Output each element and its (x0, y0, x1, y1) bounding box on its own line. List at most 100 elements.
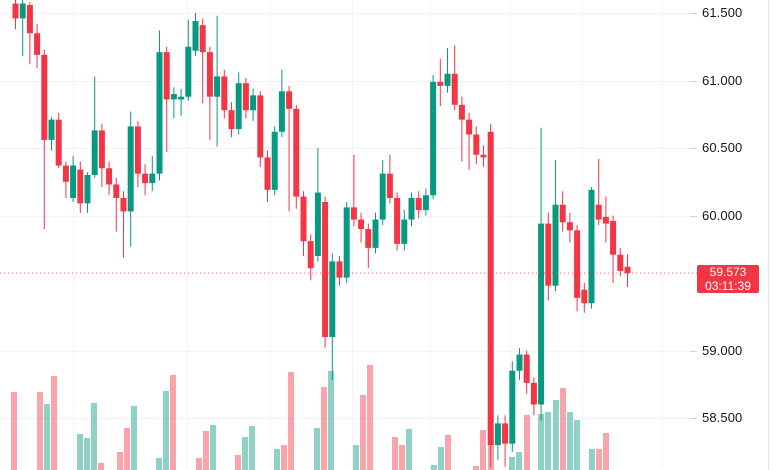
candle (293, 104, 300, 209)
candle-body (444, 73, 451, 86)
candle (156, 30, 163, 181)
volume-bar (360, 395, 366, 470)
candle (444, 48, 451, 93)
candle (178, 88, 185, 116)
candles-layer (12, 0, 631, 468)
candle (221, 69, 228, 119)
price-axis-label: 59.000 (702, 342, 743, 358)
candle (41, 49, 48, 230)
candle-body (214, 76, 221, 97)
candle-wick (180, 88, 182, 116)
candle (394, 192, 401, 251)
candle-body (552, 204, 559, 286)
volume-bar (596, 449, 602, 470)
price-axis[interactable]: 61.500 61.000 60.500 60.000 59.000 58.500 (697, 0, 769, 470)
volume-bar (203, 431, 209, 470)
candle-body (300, 196, 307, 242)
candle-body (624, 266, 631, 274)
candle (516, 347, 523, 381)
candle-body (250, 95, 257, 111)
candle (300, 191, 307, 256)
volume-bar (553, 400, 559, 470)
candle-body (422, 195, 429, 211)
candle-body (178, 96, 185, 100)
candle (26, 2, 33, 65)
current-price-label: 59.573 03:11:39 (697, 265, 759, 294)
candle-body (120, 197, 127, 212)
price-axis-label: 61.000 (702, 72, 743, 88)
candle (142, 164, 149, 196)
candle-body (386, 173, 393, 198)
candle-body (538, 223, 545, 405)
candle (422, 188, 429, 216)
candle (545, 212, 552, 301)
candle (48, 116, 55, 151)
volume-bar (84, 438, 90, 470)
candle (120, 191, 127, 258)
candle-body (206, 52, 213, 97)
volume-bar (473, 466, 479, 470)
candle-body (473, 134, 480, 155)
candle-wick (115, 177, 117, 232)
candle-body (329, 261, 336, 337)
candle-body (127, 126, 134, 212)
candle-body (26, 4, 33, 34)
candle (365, 223, 372, 269)
volume-bar (445, 435, 451, 470)
volume-bar (367, 365, 373, 470)
candle (480, 145, 487, 167)
volume-bar (321, 387, 327, 470)
volume-bar (399, 445, 405, 470)
candle-body (595, 204, 602, 220)
candle-body (365, 229, 372, 248)
candle-body (55, 119, 62, 166)
candle (336, 256, 343, 286)
candle (588, 187, 595, 309)
candle-body (545, 223, 552, 286)
price-axis-label: 60.000 (702, 207, 743, 223)
candle-wick (468, 112, 470, 170)
candle-body (48, 119, 55, 140)
candle-body (379, 173, 386, 220)
candle (185, 19, 192, 101)
candle-wick (22, 0, 24, 57)
candle-body (480, 154, 487, 158)
candle (192, 13, 199, 57)
volume-bar (353, 445, 359, 470)
candle (84, 172, 91, 213)
candle (343, 202, 350, 283)
candle-body (221, 76, 228, 111)
volume-bar (589, 449, 595, 470)
candle-body (559, 204, 566, 223)
candle (566, 212, 573, 243)
candle (55, 112, 62, 169)
candle-body (286, 91, 293, 109)
candle (307, 234, 314, 281)
candle-body (523, 354, 530, 383)
candle-body (19, 3, 26, 19)
volume-bar (249, 426, 255, 470)
candle (574, 224, 581, 312)
candle (509, 361, 516, 452)
candle-body (502, 423, 509, 444)
candle (624, 254, 631, 288)
volume-bar (524, 415, 530, 470)
candle (458, 96, 465, 162)
candle (127, 111, 134, 247)
volume-bar (560, 388, 566, 470)
candle (617, 247, 624, 277)
candle-body (199, 25, 206, 53)
volume-bar (328, 371, 334, 470)
volume-bar (538, 414, 544, 470)
candle-body (581, 289, 588, 304)
candle (250, 88, 257, 121)
candle (149, 156, 156, 192)
candle (329, 253, 336, 381)
volume-bar (545, 412, 551, 470)
candle (430, 75, 437, 200)
candle-body (394, 197, 401, 244)
candle (595, 158, 602, 225)
candle-body (142, 173, 149, 184)
